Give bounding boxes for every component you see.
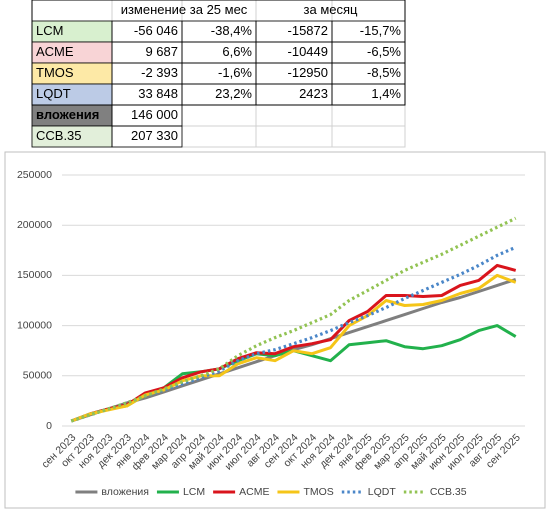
table-border (31, 0, 406, 106)
series-line (70, 216, 517, 423)
cell-value: 6,6% (222, 44, 252, 59)
table-cell (181, 125, 257, 148)
cell-value: 9 687 (145, 44, 178, 59)
cell-value: 2423 (299, 86, 328, 101)
row-label: TMOS (36, 65, 74, 80)
y-tick-label: 100000 (17, 319, 52, 331)
row-label: вложения (36, 107, 99, 122)
legend-label: LQDT (368, 486, 397, 498)
legend-label: вложения (101, 486, 149, 498)
table-cell (331, 104, 406, 127)
row-label: ССВ.35 (36, 128, 82, 143)
cell-value: -10449 (288, 44, 328, 59)
y-tick-label: 250000 (17, 169, 52, 181)
table-header: за месяц (304, 2, 359, 17)
cell-value: 33 848 (138, 86, 178, 101)
legend-label: TMOS (303, 486, 333, 498)
legend-label: ССВ.35 (430, 486, 467, 498)
table-cell (255, 104, 333, 127)
cell-value: -2 393 (141, 65, 178, 80)
legend-label: ACME (239, 486, 269, 498)
table-cell (331, 125, 406, 148)
cell-value: -6,5% (367, 44, 401, 59)
y-tick-label: 50000 (23, 370, 52, 382)
cell-value: -38,4% (211, 23, 253, 38)
row-label: ACME (36, 44, 74, 59)
cell-value: -8,5% (367, 65, 401, 80)
y-tick-label: 200000 (17, 219, 52, 231)
row-label: LQDT (36, 86, 71, 101)
table-cell (255, 125, 333, 148)
cell-value: -56 046 (134, 23, 178, 38)
cell-value: -12950 (288, 65, 328, 80)
chart-area (4, 151, 546, 509)
cell-value: 146 000 (131, 107, 178, 122)
cell-value: 207 330 (131, 128, 178, 143)
value-cell (111, 125, 183, 148)
cell-value: -1,6% (218, 65, 252, 80)
series-line (70, 263, 517, 423)
row-label: LCM (36, 23, 63, 38)
cell-value: 23,2% (215, 86, 252, 101)
table-cell (181, 104, 257, 127)
cell-value: -15872 (288, 23, 328, 38)
table-cell (31, 0, 113, 22)
table-header: изменение за 25 мес (121, 2, 248, 17)
cell-value: 1,4% (371, 86, 401, 101)
y-tick-label: 150000 (17, 269, 52, 281)
cell-value: -15,7% (360, 23, 402, 38)
legend-label: LCM (183, 486, 205, 498)
y-tick-label: 0 (46, 420, 52, 432)
